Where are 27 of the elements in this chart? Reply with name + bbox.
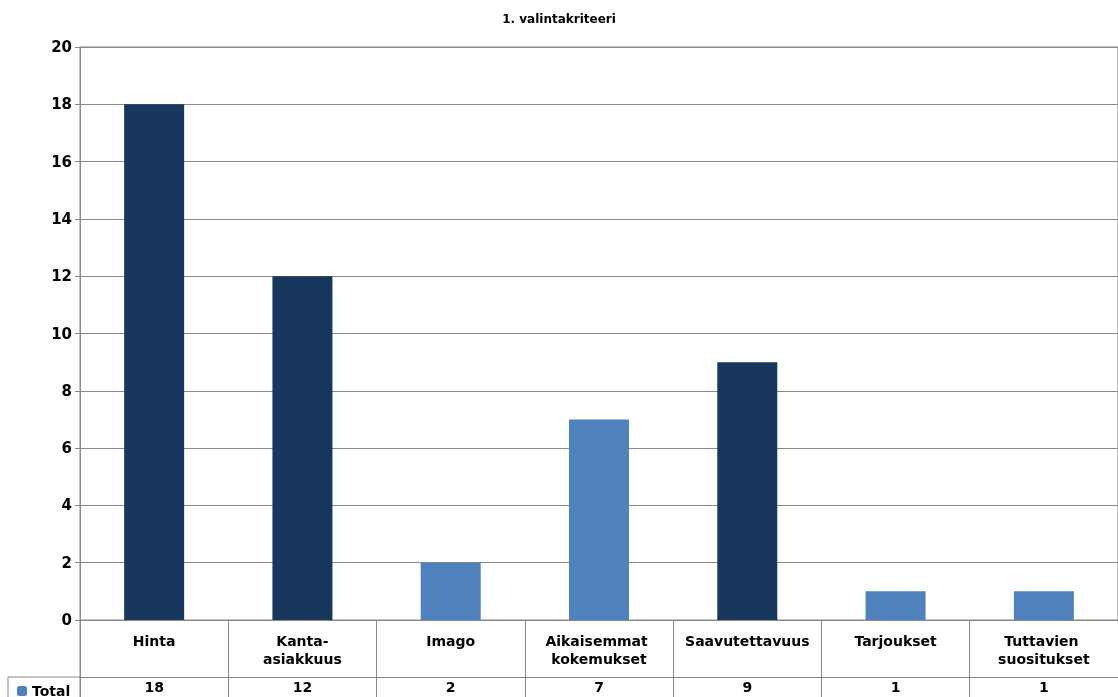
x-tick-label: Tarjoukset <box>854 633 938 649</box>
data-label: 1 <box>890 679 901 695</box>
y-tick-label: 10 <box>51 324 72 343</box>
y-tick-label: 2 <box>61 553 72 572</box>
y-tick-label: 18 <box>51 95 72 114</box>
y-tick-label: 8 <box>61 381 72 400</box>
x-tick-label: Saavutettavuus <box>685 633 810 649</box>
legend-label: Total <box>32 683 71 697</box>
data-label: 9 <box>742 679 753 695</box>
x-tick-label: Aikaisemmat kokemukset <box>545 633 653 667</box>
data-label: 18 <box>144 679 164 695</box>
data-label: 7 <box>594 679 604 695</box>
x-tick-label: Kanta-asiakkuus <box>262 633 342 667</box>
x-tick-label: Hinta <box>132 633 176 649</box>
x-tick-label: Imago <box>426 633 476 649</box>
y-tick-label: 16 <box>51 152 72 171</box>
y-tick-label: 20 <box>51 38 72 56</box>
y-tick-label: 0 <box>61 611 72 629</box>
y-tick-label: 14 <box>51 209 72 228</box>
chart-title: 1. valintakriteeri <box>502 12 616 26</box>
y-tick-label: 4 <box>61 496 72 515</box>
data-label: 2 <box>445 679 456 695</box>
data-label: 12 <box>292 679 313 695</box>
y-tick-label: 6 <box>61 439 72 458</box>
x-tick-label: Tuttavien suositukset <box>998 633 1090 667</box>
y-tick-label: 12 <box>51 267 72 286</box>
data-label: 1 <box>1038 679 1049 695</box>
